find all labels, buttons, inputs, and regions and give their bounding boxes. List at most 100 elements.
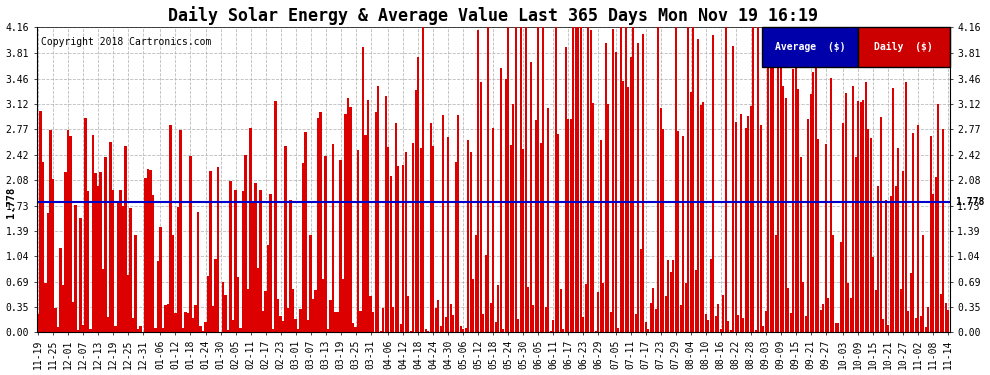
Bar	[174, 313, 176, 332]
Bar	[330, 300, 332, 332]
Bar	[120, 190, 122, 332]
Bar	[584, 284, 587, 332]
Bar	[310, 235, 312, 332]
Bar	[149, 170, 151, 332]
Bar	[735, 122, 737, 332]
Bar	[94, 173, 97, 332]
Bar	[615, 52, 617, 332]
Bar	[457, 115, 459, 332]
Bar	[64, 172, 66, 332]
Bar	[885, 200, 887, 332]
Bar	[543, 27, 545, 332]
Bar	[510, 145, 512, 332]
Bar	[505, 79, 507, 332]
Bar	[569, 118, 571, 332]
Bar	[69, 136, 71, 332]
Bar	[56, 327, 59, 332]
Bar	[99, 172, 102, 332]
Bar	[530, 62, 532, 332]
Bar	[352, 323, 354, 332]
Bar	[854, 158, 856, 332]
Bar	[690, 92, 692, 332]
Bar	[320, 112, 322, 332]
Bar	[305, 132, 307, 332]
Bar	[410, 330, 412, 332]
Bar	[859, 102, 862, 332]
Bar	[147, 169, 149, 332]
Bar	[252, 202, 254, 332]
Bar	[115, 326, 117, 332]
Bar	[733, 46, 735, 332]
Bar	[297, 329, 299, 332]
Bar	[164, 304, 166, 332]
Bar	[299, 309, 302, 332]
Bar	[649, 303, 651, 332]
Title: Daily Solar Energy & Average Value Last 365 Days Mon Nov 19 16:19: Daily Solar Energy & Average Value Last …	[168, 6, 818, 24]
Bar	[110, 142, 112, 332]
Bar	[264, 291, 266, 332]
Bar	[54, 308, 56, 332]
Bar	[630, 57, 632, 332]
Bar	[738, 315, 740, 332]
Bar	[900, 289, 902, 332]
Bar	[340, 160, 342, 332]
Bar	[605, 43, 607, 332]
Bar	[600, 140, 602, 332]
Bar	[590, 30, 592, 332]
Bar	[269, 195, 271, 332]
Bar	[674, 27, 677, 332]
Bar	[540, 143, 542, 332]
Bar	[667, 260, 669, 332]
Bar	[482, 314, 484, 332]
Bar	[700, 105, 702, 332]
Bar	[267, 245, 269, 332]
Bar	[117, 201, 119, 332]
Bar	[394, 123, 397, 332]
Bar	[830, 78, 832, 332]
Bar	[552, 320, 554, 332]
Bar	[292, 289, 294, 332]
Bar	[515, 27, 517, 332]
Bar	[940, 294, 941, 332]
Bar	[215, 259, 217, 332]
Bar	[452, 315, 454, 332]
Bar	[122, 206, 124, 332]
Bar	[942, 129, 944, 332]
Bar	[638, 43, 640, 332]
Bar	[389, 176, 392, 332]
Bar	[679, 305, 682, 332]
Bar	[377, 86, 379, 332]
Bar	[130, 208, 132, 332]
Bar	[362, 47, 364, 332]
Bar	[772, 50, 774, 332]
Bar	[459, 326, 461, 332]
Bar	[235, 190, 237, 332]
Bar	[517, 320, 519, 332]
Bar	[944, 303, 946, 332]
Bar	[440, 326, 442, 332]
Bar	[42, 162, 44, 332]
Bar	[104, 157, 107, 332]
Bar	[359, 310, 361, 332]
Bar	[162, 328, 164, 332]
Bar	[752, 27, 754, 332]
Bar	[357, 150, 359, 332]
Bar	[222, 282, 224, 332]
Bar	[74, 205, 76, 332]
Bar	[407, 296, 409, 332]
Bar	[182, 328, 184, 332]
Bar	[702, 102, 704, 332]
Bar	[544, 307, 546, 332]
Bar	[640, 249, 642, 332]
Bar	[430, 123, 432, 332]
Bar	[212, 306, 214, 332]
Bar	[730, 330, 732, 332]
Bar	[45, 283, 47, 332]
Bar	[907, 311, 909, 332]
Bar	[217, 166, 219, 332]
Bar	[245, 156, 247, 332]
Bar	[489, 303, 492, 332]
Bar	[462, 328, 464, 332]
Bar	[849, 298, 851, 332]
Bar	[282, 321, 284, 332]
